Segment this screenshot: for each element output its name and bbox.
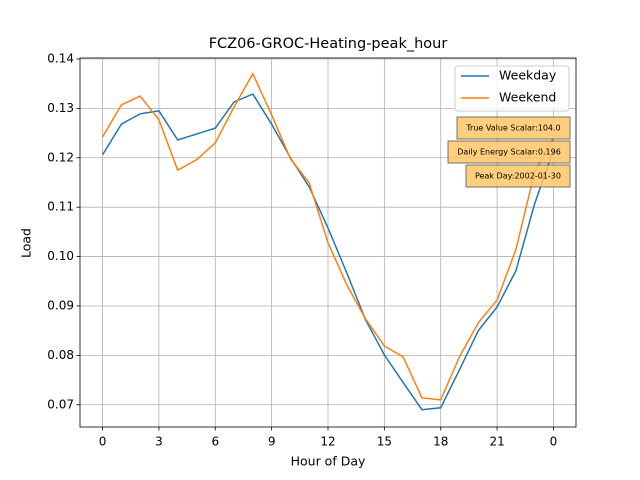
plot-frame <box>79 57 577 428</box>
y-tick-label: 0.09 <box>47 298 74 312</box>
y-tick-label: 0.12 <box>47 150 74 164</box>
x-tick-label: 18 <box>433 435 448 449</box>
data-line <box>101 72 555 401</box>
y-tick-label: 0.11 <box>47 200 74 214</box>
y-tick-label: 0.08 <box>47 348 74 362</box>
y-tick-label: 0.07 <box>47 397 74 411</box>
y-axis-label: Load <box>19 228 34 258</box>
annotation-box <box>456 116 571 140</box>
y-tick-label: 0.13 <box>47 101 74 115</box>
legend-label: Weekday <box>499 68 557 83</box>
x-axis-label: Hour of Day <box>291 454 366 469</box>
data-line <box>101 93 555 411</box>
annotation-box <box>465 164 571 188</box>
x-tick-label: 9 <box>268 435 276 449</box>
x-tick-label: 0 <box>99 435 107 449</box>
x-tick-label: 15 <box>377 435 392 449</box>
chart-title: FCZ06-GROC-Heating-peak_hour <box>209 36 448 52</box>
y-tick-label: 0.14 <box>47 51 74 65</box>
x-tick-label: 6 <box>211 435 219 449</box>
annotation: True Value Scalar:104.0 <box>465 124 560 133</box>
y-tick-label: 0.10 <box>47 249 74 263</box>
annotation: Daily Energy Scalar:0.196 <box>457 148 561 157</box>
legend-box <box>454 65 570 112</box>
x-tick-label: 3 <box>155 435 163 449</box>
legend-label: Weekend <box>499 90 556 105</box>
legend: Weekday Weekend <box>454 65 570 112</box>
x-tick-label: 21 <box>489 435 504 449</box>
x-tick-label: 0 <box>550 435 558 449</box>
annotation-box <box>447 140 571 164</box>
x-tick-label: 12 <box>320 435 335 449</box>
annotation: Peak Day:2002-01-30 <box>475 172 561 181</box>
